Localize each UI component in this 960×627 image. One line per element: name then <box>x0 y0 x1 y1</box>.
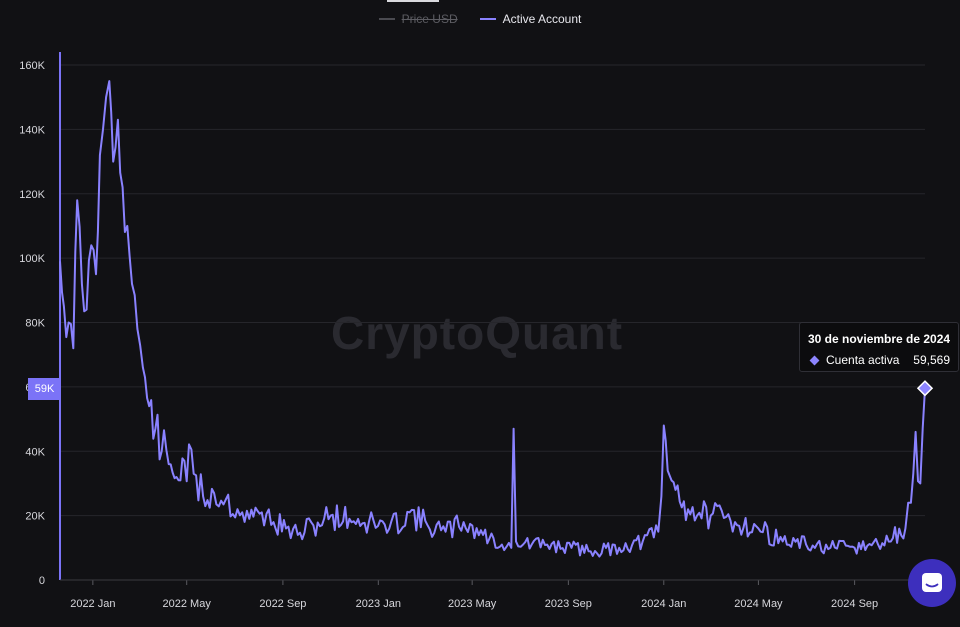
legend-item-price-usd[interactable]: Price USD <box>378 12 458 26</box>
y-tick-label: 140K <box>19 124 45 136</box>
y-tick-label: 100K <box>19 253 45 265</box>
x-tick-label: 2022 Jan <box>70 598 115 610</box>
legend-label-active-account: Active Account <box>502 12 582 26</box>
chat-button[interactable] <box>908 559 956 607</box>
y-tick-label: 40K <box>25 446 45 458</box>
x-tick-label: 2022 May <box>163 598 212 610</box>
x-tick-label: 2024 Sep <box>831 598 878 610</box>
y-tick-label: 80K <box>25 318 45 330</box>
y-tick-label: 0 <box>39 575 45 587</box>
x-tick-label: 2024 Jan <box>641 598 686 610</box>
y-axis-value-badge: 59K <box>28 378 61 400</box>
x-tick-label: 2022 Sep <box>259 598 306 610</box>
legend-label-price-usd: Price USD <box>401 12 458 26</box>
y-tick-label: 20K <box>25 511 45 523</box>
top-tab-indicator <box>387 0 439 2</box>
legend-swatch-price-usd <box>378 18 395 20</box>
watermark: CryptoQuant <box>331 307 624 359</box>
legend: Price USD Active Account <box>0 12 960 26</box>
tooltip-series-label: Cuenta activa <box>826 353 900 367</box>
highlight-point-marker <box>916 380 934 397</box>
y-tick-label: 120K <box>19 189 45 201</box>
x-tick-label: 2024 May <box>734 598 783 610</box>
x-tick-label: 2023 Sep <box>545 598 592 610</box>
chat-icon <box>922 573 942 592</box>
x-tick-label: 2023 May <box>448 598 497 610</box>
tooltip-diamond-icon <box>809 355 820 365</box>
series-line-active-account <box>59 80 926 558</box>
tooltip-row: Cuenta activa 59,569 <box>808 353 950 367</box>
tooltip-value: 59,569 <box>913 353 950 367</box>
tooltip-date: 30 de noviembre de 2024 <box>808 332 951 346</box>
x-tick-label: 2023 Jan <box>356 598 401 610</box>
y-tick-label: 160K <box>19 60 45 72</box>
legend-item-active-account[interactable]: Active Account <box>479 12 582 26</box>
legend-swatch-active-account <box>479 18 496 20</box>
chart-tooltip: 30 de noviembre de 2024 Cuenta activa 59… <box>799 322 959 372</box>
